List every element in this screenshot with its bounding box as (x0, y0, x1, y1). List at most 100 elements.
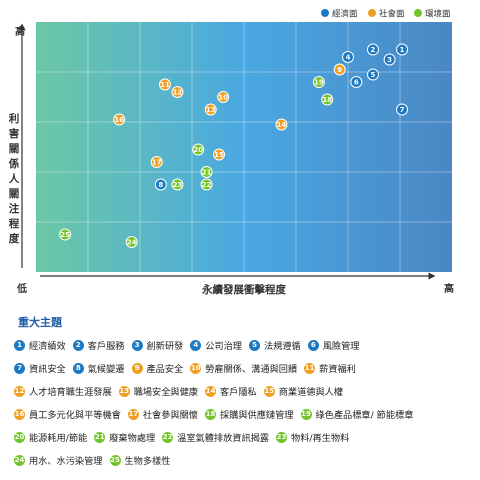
data-point-label: 21 (202, 169, 212, 177)
topic-number-badge: 9 (131, 362, 143, 374)
data-point-marker (204, 103, 217, 116)
topic-item-3: 3 創新研發 (131, 338, 184, 352)
data-point-20: 20 (192, 143, 205, 156)
legend-label-environment: 環境面 (425, 9, 451, 20)
topic-label: 產品安全 (146, 364, 184, 375)
data-point-marker (200, 166, 213, 178)
data-point-marker (321, 93, 334, 106)
topic-number-badge: 8 (72, 362, 84, 374)
topic-item-14: 14 客戶隱私 (205, 384, 257, 398)
y-axis-high-label: 高 (15, 25, 25, 38)
topic-number-badge: 19 (300, 408, 312, 420)
topic-number-badge: 13 (118, 385, 130, 397)
data-point-17: 17 (150, 156, 163, 168)
data-point-marker (125, 236, 138, 248)
topic-label: 氣候變遷 (87, 364, 125, 375)
topic-row: 24 用水、水污染管理 25 生物多樣性 (14, 451, 480, 469)
topic-item-10: 10 勞雇關係、溝通與回饋 (190, 361, 297, 375)
topic-number-badge: 21 (94, 431, 106, 443)
data-point-label: 11 (160, 81, 170, 89)
topic-number-badge: 1 (14, 339, 25, 351)
data-point-8: 8 (154, 178, 167, 191)
data-point-label: 13 (206, 106, 216, 114)
topic-number-badge: 10 (190, 362, 202, 374)
legend-marker-economic (321, 9, 329, 17)
legend-label-social: 社會面 (379, 9, 405, 20)
data-point-marker (154, 178, 167, 191)
data-point-15: 15 (213, 148, 226, 161)
topic-label: 社會參與關懷 (142, 410, 198, 421)
data-point-label: 9 (337, 66, 342, 74)
topic-item-12: 12 人才培育職生涯發展 (14, 384, 112, 398)
topic-item-15: 15 商業道德與人權 (263, 384, 343, 398)
data-point-label: 10 (218, 94, 228, 102)
topic-label: 人才培育職生涯發展 (29, 387, 112, 398)
data-point-label: 2 (371, 46, 376, 54)
legend: 經濟面 社會面 環境面 (321, 9, 451, 20)
data-point-label: 15 (214, 151, 224, 159)
topic-number-badge: 18 (205, 408, 216, 420)
topic-number-badge: 20 (14, 431, 25, 443)
topic-item-23: 23 物料/再生物料 (276, 430, 349, 444)
data-point-marker (342, 51, 354, 63)
data-point-label: 3 (387, 56, 392, 64)
data-point-9: 9 (333, 63, 346, 76)
topic-number-badge: 25 (109, 454, 121, 466)
y-axis-label: 利害關係人關注程度 (6, 112, 22, 247)
data-point-marker (158, 78, 171, 91)
topic-number-badge: 11 (304, 362, 316, 374)
y-axis-label-char: 害 (8, 128, 20, 140)
topic-item-7: 7 資訊安全 (14, 361, 66, 375)
topic-label: 經濟績效 (29, 341, 66, 352)
legend-label-economic: 經濟面 (332, 9, 358, 20)
topic-number-badge: 24 (14, 454, 25, 466)
topic-item-22: 22 溫室氣體排放資訊揭露 (162, 430, 269, 444)
data-point-marker (312, 76, 325, 88)
data-point-marker (366, 68, 379, 81)
topic-item-1: 1 經濟績效 (14, 338, 66, 352)
y-axis-label-char: 程 (8, 218, 20, 230)
data-point-5: 5 (366, 68, 379, 81)
y-axis-label-char: 注 (8, 203, 20, 215)
data-point-6: 6 (350, 76, 363, 88)
topic-label: 客戶服務 (87, 341, 125, 352)
low-label: 低 (16, 282, 27, 295)
topic-item-8: 8 氣候變遷 (72, 361, 125, 375)
data-point-19: 19 (312, 76, 325, 88)
data-point-marker (396, 103, 409, 116)
topic-number-badge: 23 (276, 431, 288, 443)
topic-item-19: 19 綠色產品標章/ 節能標章 (300, 407, 414, 421)
materiality-matrix-chart: 高 低 永續發展衝擊程度 高 經濟面 社會面 環境面 1234567891011… (15, 9, 454, 297)
topic-label: 採購與供應鏈管理 (220, 410, 294, 421)
topic-item-13: 13 職場安全與健康 (118, 384, 198, 398)
data-point-18: 18 (321, 93, 334, 106)
topic-item-11: 11 薪資福利 (304, 361, 356, 375)
data-point-label: 12 (173, 89, 183, 97)
topic-item-9: 9 產品安全 (131, 361, 184, 375)
x-axis-label: 永續發展衝擊程度 (201, 283, 286, 296)
topic-label: 職場安全與健康 (133, 387, 198, 398)
y-axis-label-char: 利 (8, 113, 20, 125)
topic-number-badge: 5 (249, 339, 260, 351)
data-point-label: 7 (400, 106, 405, 114)
topic-label: 綠色產品標章/ 節能標章 (315, 410, 414, 421)
data-point-label: 5 (371, 71, 376, 79)
plot-background (36, 22, 452, 272)
data-point-24: 24 (125, 236, 138, 248)
data-point-marker (213, 148, 226, 161)
data-point-23: 23 (171, 178, 184, 191)
data-point-14: 14 (275, 118, 288, 131)
material-topics-title: 重大主題 (18, 316, 62, 329)
data-point-marker (366, 43, 379, 56)
topic-row: 1 經濟績效 2 客戶服務 3 創新研發 4 公司治理 5 法規遵循 6 風險管理 (14, 336, 480, 354)
topic-row: 7 資訊安全 8 氣候變遷 9 產品安全 10 勞雇關係、溝通與回饋 11 薪資福利 (14, 359, 480, 377)
data-point-13: 13 (204, 103, 217, 116)
topic-item-2: 2 客戶服務 (72, 338, 125, 352)
topic-label: 創新研發 (146, 341, 184, 352)
topic-label: 物料/再生物料 (291, 433, 350, 444)
topic-item-20: 20 能源耗用/節能 (14, 430, 87, 444)
topic-item-21: 21 廢棄物處理 (94, 430, 155, 444)
legend-marker-social (368, 9, 376, 17)
topic-number-badge: 14 (205, 385, 216, 397)
data-point-16: 16 (113, 113, 126, 126)
